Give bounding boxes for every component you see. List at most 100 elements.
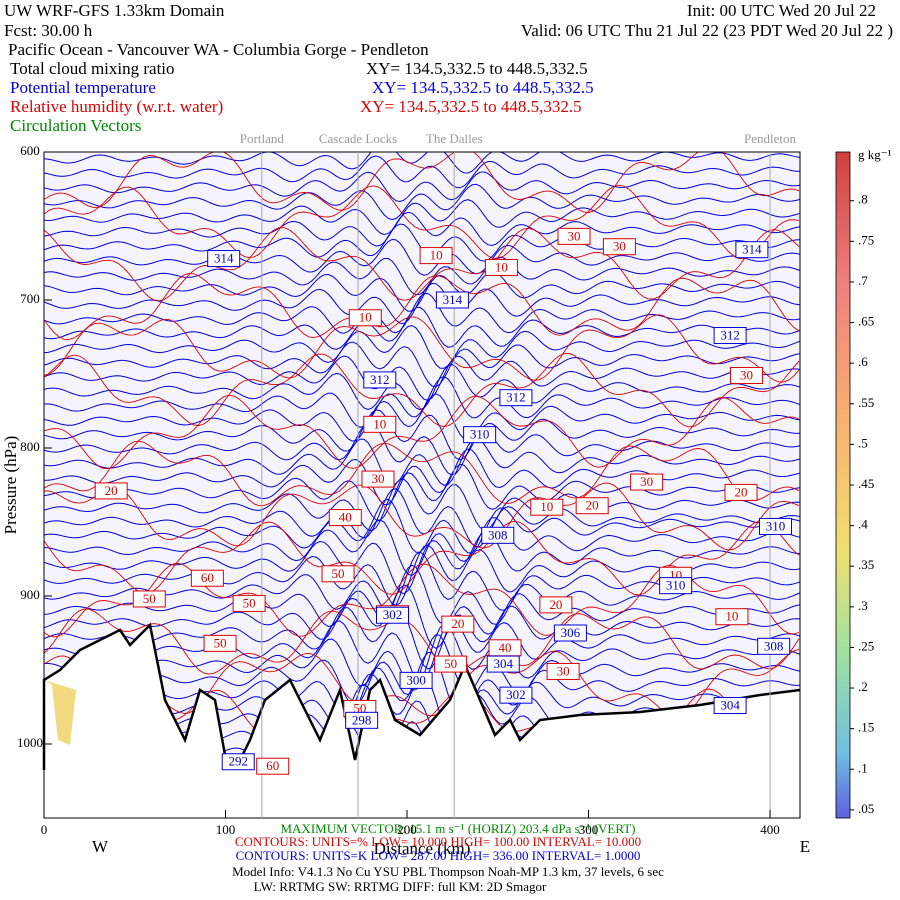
contour-label-box [399,671,433,689]
contour-label: 292 [228,754,248,769]
contour-label-box [321,565,355,583]
contour-label: 40 [499,640,512,655]
field-xy: XY= 134.5,332.5 to 448.5,332.5 [360,97,582,116]
contour-label-box [484,258,518,276]
physics-info: LW: RRTMG SW: RRTMG DIFF: full KM: 2D Sm… [254,879,547,894]
humidity-contour [44,314,800,383]
contour-label-box [232,594,266,612]
colorbar-tick-label: .7 [858,273,868,288]
contour-label: 50 [353,700,366,715]
isentrope [44,306,800,350]
y-tick-label: 900 [20,587,40,602]
contour-label-box [363,371,397,389]
contour-label: 298 [352,712,372,727]
humidity-contour [44,227,800,302]
contour-label-box [463,426,497,444]
contour-label: 30 [640,474,653,489]
contour-label: 30 [568,228,581,243]
x-tick-label: 100 [216,822,236,837]
y-tick-label: 600 [20,143,40,158]
contour-label: 60 [266,758,279,773]
contour-label-box [713,697,747,715]
contour-label-box [348,309,382,327]
valid-time: Valid: 06 UTC Thu 21 Jul 22 (23 PDT Wed … [521,21,893,40]
x-tick-label: 200 [397,822,417,837]
contour-label-box [256,757,290,775]
field-name: Potential temperature [10,78,156,97]
isentrope [44,183,800,221]
colorbar-tick-label: .6 [858,354,868,369]
contour-label: 10 [430,248,443,263]
y-tick-label: 700 [20,291,40,306]
humidity-contour [44,608,800,675]
contour-label-box [729,366,763,384]
contour-label-box [659,577,693,595]
contour-label: 20 [451,616,464,631]
contour-label: 302 [383,607,403,622]
colorbar-tick-label: .1 [858,760,868,775]
isentrope [44,564,800,627]
contour-label-box [94,482,128,500]
terrain-line [42,622,801,770]
model-info: Model Info: V4.1.3 No Cu YSU PBL Thompso… [232,864,664,879]
colorbar-tick-label: .2 [858,679,868,694]
humidity-contour [44,152,800,213]
contour-label: 30 [740,367,753,382]
isentrope [44,325,800,369]
x-tick-label: 400 [760,822,780,837]
contour-label: 314 [214,251,234,266]
colorbar-tick-label: .5 [858,435,868,450]
contour-label-box [713,327,747,345]
colorbar-tick-label: .15 [858,720,874,735]
contour-label: 300 [406,672,426,687]
isentrope [44,409,800,461]
contour-label: 310 [766,518,786,533]
isentrope [44,651,800,721]
contour-label: 10 [725,609,738,624]
contour-label-box [345,711,379,729]
contour-label: 50 [332,566,345,581]
contour-label-box [499,389,533,407]
contour-label-box [132,590,166,608]
contour-label: 10 [495,259,508,274]
contour-label: 10 [359,310,372,325]
contour-label-box [758,517,792,535]
contour-label: 310 [666,578,686,593]
x-axis-label: Distance (km) [374,839,471,858]
title: UW WRF-GFS 1.33km Domain [4,1,225,20]
humidity-contour [44,394,800,470]
cloud-shading [44,680,76,745]
contour-label-box [435,291,469,309]
colorbar-tick-label: .75 [858,232,874,247]
contour-label: 50 [444,656,457,671]
isentrope [44,171,800,203]
field-xy: XY= 134.5,332.5 to 448.5,332.5 [366,59,588,78]
contour-label: 20 [105,483,118,498]
isentrope [44,393,800,442]
contour-label: 60 [201,570,214,585]
colorbar-tick-label: .35 [858,557,874,572]
y-tick-label: 1000 [17,735,43,750]
contour-label-box [724,483,758,501]
contour-label: 310 [470,427,490,442]
isentrope [44,478,800,532]
contour-label: 302 [506,687,526,702]
contour-label-box [221,753,255,771]
colorbar-tick-label: .65 [858,314,874,329]
route: Pacific Ocean - Vancouver WA - Columbia … [8,40,429,59]
colorbar-tick-label: .55 [858,395,874,410]
field-name: Total cloud mixing ratio [10,59,175,78]
contour-label-box [499,686,533,704]
contour-label: 50 [143,591,156,606]
location-label: The Dalles [426,131,483,146]
contour-label: 50 [214,635,227,650]
max-vector: MAXIMUM VECTOR: 15.1 m s⁻¹ (HORIZ) 203.4… [280,821,635,836]
contour-label-box [434,655,468,673]
colorbar [835,151,851,819]
contour-label: 10 [373,416,386,431]
contour-label-box [557,227,591,245]
plot-frame [43,151,801,819]
forecast-hour: Fcst: 30.00 h [4,21,93,40]
y-axis-label: Pressure (hPa) [1,436,20,535]
